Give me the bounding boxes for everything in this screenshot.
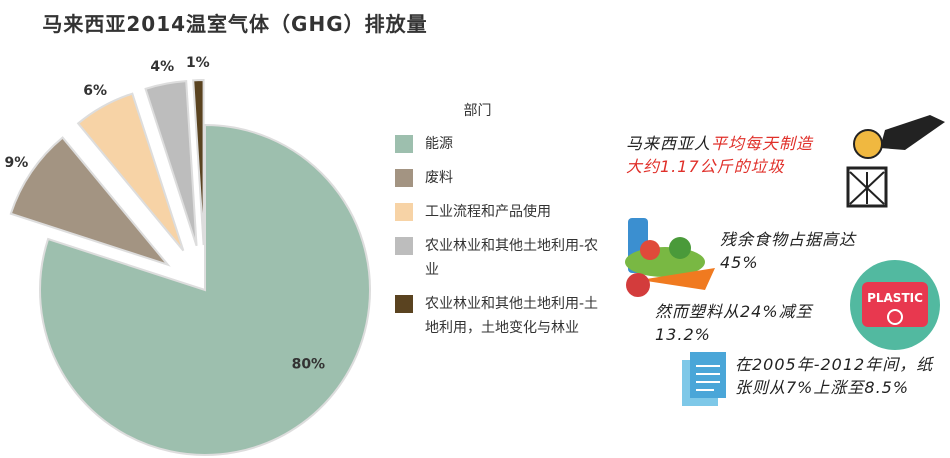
legend-item: 废料 bbox=[395, 166, 600, 190]
legend-swatch bbox=[395, 295, 413, 313]
page: 马来西亚2014温室气体（GHG）排放量 PLASTIC 80%9%6%4%1%… bbox=[0, 0, 950, 458]
annotation-text: 马来西亚人 bbox=[626, 134, 711, 153]
data-label: 9% bbox=[5, 155, 29, 171]
legend-label: 能源 bbox=[425, 132, 453, 156]
annotation: 在2005年-2012年间，纸张则从7%上涨至8.5% bbox=[735, 353, 950, 399]
svg-text:PLASTIC: PLASTIC bbox=[867, 291, 923, 305]
annotation-text: 残余食物占据高达45% bbox=[720, 230, 856, 272]
data-label: 1% bbox=[186, 55, 210, 71]
data-label: 80% bbox=[292, 356, 326, 372]
legend-label: 废料 bbox=[425, 166, 453, 190]
annotation-text: 在2005年-2012年间，纸张则从7%上涨至8.5% bbox=[735, 355, 933, 397]
legend-title: 部门 bbox=[355, 100, 600, 120]
data-label: 4% bbox=[150, 59, 174, 75]
legend: 部门 能源废料工业流程和产品使用农业林业和其他土地利用-农业农业林业和其他土地利… bbox=[395, 100, 600, 350]
legend-item: 工业流程和产品使用 bbox=[395, 200, 600, 224]
legend-label: 工业流程和产品使用 bbox=[425, 200, 551, 224]
legend-swatch bbox=[395, 169, 413, 187]
food-icon bbox=[625, 218, 715, 297]
legend-item: 农业林业和其他土地利用-土地利用，土地变化与林业 bbox=[395, 292, 600, 340]
data-label: 6% bbox=[83, 83, 107, 99]
annotation: 然而塑料从24%减至13.2% bbox=[655, 300, 820, 346]
legend-swatch bbox=[395, 203, 413, 221]
legend-item: 能源 bbox=[395, 132, 600, 156]
trash-icon bbox=[848, 115, 945, 206]
annotation: 残余食物占据高达45% bbox=[720, 228, 890, 274]
legend-item: 农业林业和其他土地利用-农业 bbox=[395, 234, 600, 282]
annotation-text: 然而塑料从24%减至13.2% bbox=[655, 302, 813, 344]
legend-label: 农业林业和其他土地利用-土地利用，土地变化与林业 bbox=[425, 292, 600, 340]
legend-label: 农业林业和其他土地利用-农业 bbox=[425, 234, 600, 282]
legend-swatch bbox=[395, 135, 413, 153]
paper-icon bbox=[682, 352, 726, 406]
legend-swatch bbox=[395, 237, 413, 255]
annotation: 马来西亚人平均每天制造大约1.17公斤的垃圾 bbox=[626, 132, 826, 178]
